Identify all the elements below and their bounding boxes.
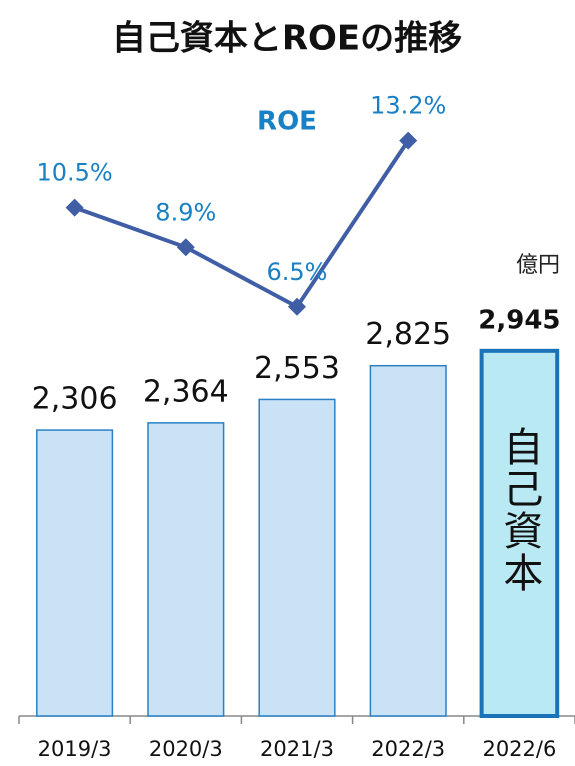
- x-tick-label: 2019/3: [38, 737, 112, 761]
- bar: [369, 364, 447, 717]
- bar-value-label: 2,364: [143, 374, 229, 409]
- line-value-label: 13.2%: [370, 92, 446, 120]
- x-tick-label: 2022/6: [482, 737, 556, 761]
- x-tick-label: 2021/3: [260, 737, 334, 761]
- bar-value-label: 2,553: [254, 351, 340, 386]
- line: [73, 139, 410, 310]
- line-marker: [399, 131, 418, 150]
- series-label: ROE: [257, 107, 317, 137]
- x-tick-label: 2020/3: [149, 737, 223, 761]
- line-marker: [65, 198, 84, 217]
- bar-value-label: 2,945: [478, 305, 560, 335]
- series-label: 自己資本: [496, 426, 542, 594]
- bar-value-label: 2,306: [32, 382, 118, 417]
- chart-title: 自己資本とROEの推移: [112, 19, 462, 59]
- line-marker: [288, 297, 306, 316]
- x-tick-label: 2022/3: [371, 737, 445, 761]
- line-marker: [176, 238, 195, 257]
- bar: [479, 348, 560, 718]
- line-value-label: 8.9%: [155, 198, 216, 226]
- line-value-label: 10.5%: [36, 159, 112, 187]
- unit-label: 億円: [516, 253, 560, 278]
- bar: [36, 429, 114, 717]
- bar: [147, 422, 225, 717]
- bar-value-label: 2,825: [365, 317, 451, 352]
- bar: [258, 398, 336, 717]
- line-value-label: 6.5%: [267, 258, 328, 286]
